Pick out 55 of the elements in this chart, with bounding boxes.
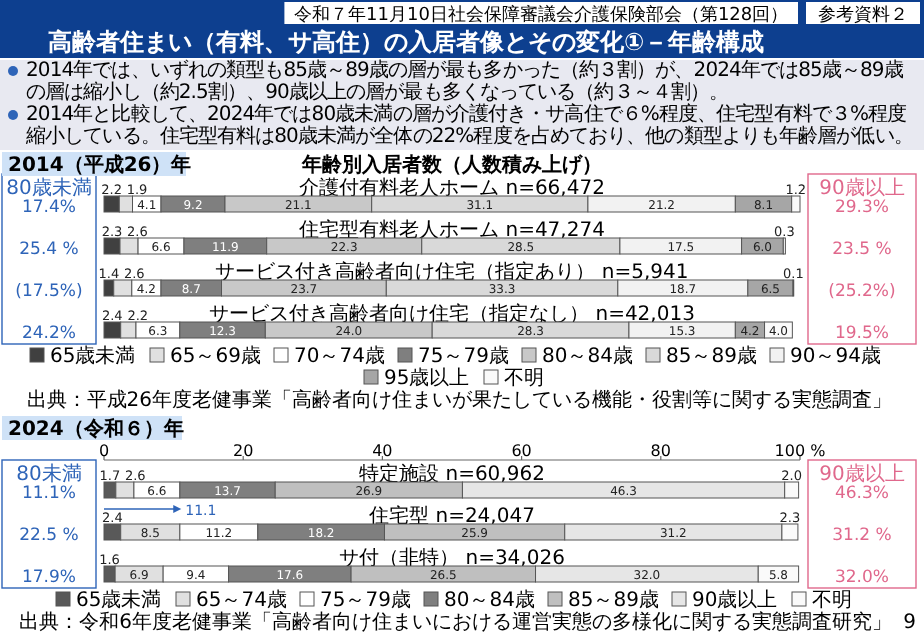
text: 24.2% — [21, 324, 77, 344]
legend-label: 65歳未満 — [76, 588, 162, 612]
legend-label: 90～94歳 — [790, 344, 881, 368]
x-tick-label: 80 — [650, 442, 671, 460]
text: 2014年と比較して、2024年では80歳未満の層が介護付き・サ高住で６%程度、住宅型有料で３%程度縮小している。住宅型有料は80歳未満が全体の22%程度を占めており、他の類型よりも年齢層が低い。 — [26, 104, 915, 148]
text: 29.3% — [834, 198, 890, 218]
text: 令和７年11月10日社会保障審議会介護保険部会（第128回） — [294, 4, 789, 26]
legend-label: 75～79歳 — [320, 588, 411, 612]
legend-label: 95歳以上 — [384, 366, 470, 390]
text: 25.4 % — [19, 240, 79, 260]
text: 31.2 % — [832, 526, 892, 546]
legend-label: 不明 — [812, 590, 852, 612]
text: 90歳以上 — [819, 176, 905, 200]
source-note: 出典：令和6年度老健事業「高齢者向け住まいにおける運営実態の多様化に関する実態調査研究」 — [19, 610, 892, 634]
legend-label: 80～84歳 — [444, 588, 535, 612]
text: 80歳未満 — [6, 176, 92, 200]
text: 17.4% — [21, 198, 77, 218]
y-tick-label: 特定施設 n=60,962 — [359, 462, 545, 486]
y-tick-label: 介護付有料老人ホーム n=66,472 — [299, 176, 605, 200]
legend-label: 85～89歳 — [666, 344, 757, 368]
text: 32.0% — [834, 568, 890, 588]
text: 23.5 % — [832, 240, 892, 260]
legend-label: 75～79歳 — [418, 344, 509, 368]
legend-label: 65～69歳 — [170, 344, 261, 368]
x-tick-label: 0 — [98, 442, 110, 460]
text: 80未満 — [16, 462, 82, 486]
text: 参考資料２ — [818, 4, 908, 26]
y-tick-label: 住宅型有料老人ホーム n=47,274 — [299, 218, 605, 242]
legend-label: 90歳以上 — [692, 588, 778, 612]
x-tick-label: 20 — [233, 442, 254, 460]
text: 2024（令和６）年 — [8, 417, 184, 441]
x-tick-label: 40 — [372, 442, 393, 460]
text: 46.3% — [834, 484, 890, 504]
text: 2014年では、いずれの類型も85歳～89歳の層が最も多かった（約３割）が、2024年では85歳～89歳の層は縮小し（約2.5割）、90歳以上の層が最も多くなっている（約３～４割）。 — [26, 60, 903, 104]
x-tick-label: 60 — [511, 442, 532, 460]
text: 90歳以上 — [819, 462, 905, 486]
legend-label: 不明 — [504, 368, 544, 390]
legend-label: 65歳未満 — [50, 344, 136, 368]
source-note: 出典：平成26年度老健事業「高齢者向け住まいが果たしている機能・役割等に関する実態調査」 — [26, 388, 892, 412]
text: 17.9% — [21, 568, 77, 588]
y-tick-label: 住宅型 n=24,047 — [369, 504, 535, 528]
legend-label: 65～74歳 — [196, 588, 287, 612]
text: 9 — [903, 612, 916, 634]
text: 11.1% — [21, 484, 77, 504]
legend-label: 80～84歳 — [542, 344, 633, 368]
legend-label: 85～89歳 — [568, 588, 659, 612]
text: 19.5% — [834, 324, 890, 344]
text: 高齢者住まい（有料、サ高住）の入居者像とその変化①－年齢構成 — [48, 28, 765, 56]
chart-title: 年齢別入居者数（人数積み上げ） — [300, 153, 602, 177]
legend-label: 70～74歳 — [294, 344, 385, 368]
text: 22.5 % — [19, 526, 79, 546]
text: (17.5%) — [15, 282, 83, 302]
annotation: 2014（平成26）年 — [8, 153, 192, 177]
text: (25.2%) — [828, 282, 896, 302]
x-tick-label: 100 % — [774, 442, 827, 460]
